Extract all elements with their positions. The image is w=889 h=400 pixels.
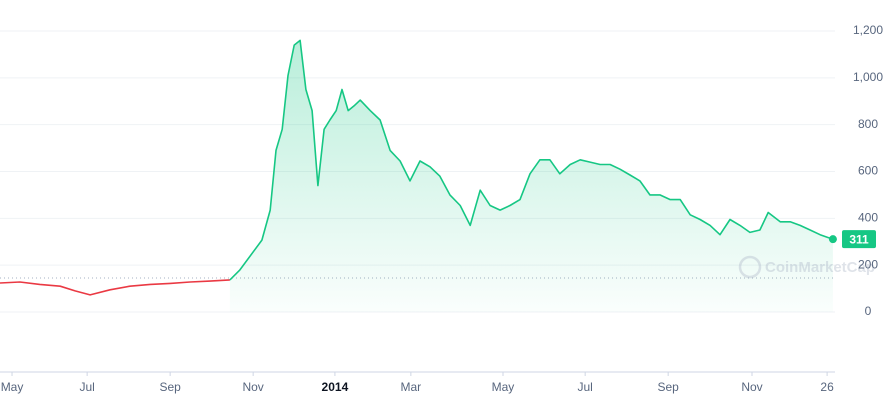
x-tick-label: May xyxy=(1,380,24,394)
watermark: CoinMarketCap xyxy=(738,255,875,279)
price-line xyxy=(0,279,230,296)
x-tick-label: Jul xyxy=(577,380,592,394)
price-line xyxy=(229,39,834,281)
y-tick-label: 0 xyxy=(865,304,872,318)
y-tick-label: 1,000 xyxy=(853,70,883,84)
x-tick-label: Mar xyxy=(401,380,422,394)
last-point xyxy=(828,235,837,244)
y-tick-label: 1,200 xyxy=(853,23,883,37)
last-price-badge xyxy=(842,230,876,249)
y-tick-label: 800 xyxy=(858,117,878,131)
y-tick-label: 400 xyxy=(858,211,878,225)
area xyxy=(229,40,833,313)
x-tick-label: Nov xyxy=(242,380,263,394)
plot xyxy=(0,39,837,313)
x-tick-label: Jul xyxy=(79,380,94,394)
watermark-text: CoinMarketCap xyxy=(765,259,875,276)
x-tick-label: Sep xyxy=(159,380,181,394)
x-tick-label: 26 xyxy=(820,380,834,394)
x-tick-label: 2014 xyxy=(322,380,349,394)
x-tick-label: Sep xyxy=(657,380,679,394)
x-tick-label: Nov xyxy=(741,380,762,394)
y-tick-label: 600 xyxy=(858,164,878,178)
x-tick-label: May xyxy=(492,380,515,394)
y-tick-label: 200 xyxy=(858,257,878,271)
last-price-label: 311 xyxy=(849,232,869,246)
